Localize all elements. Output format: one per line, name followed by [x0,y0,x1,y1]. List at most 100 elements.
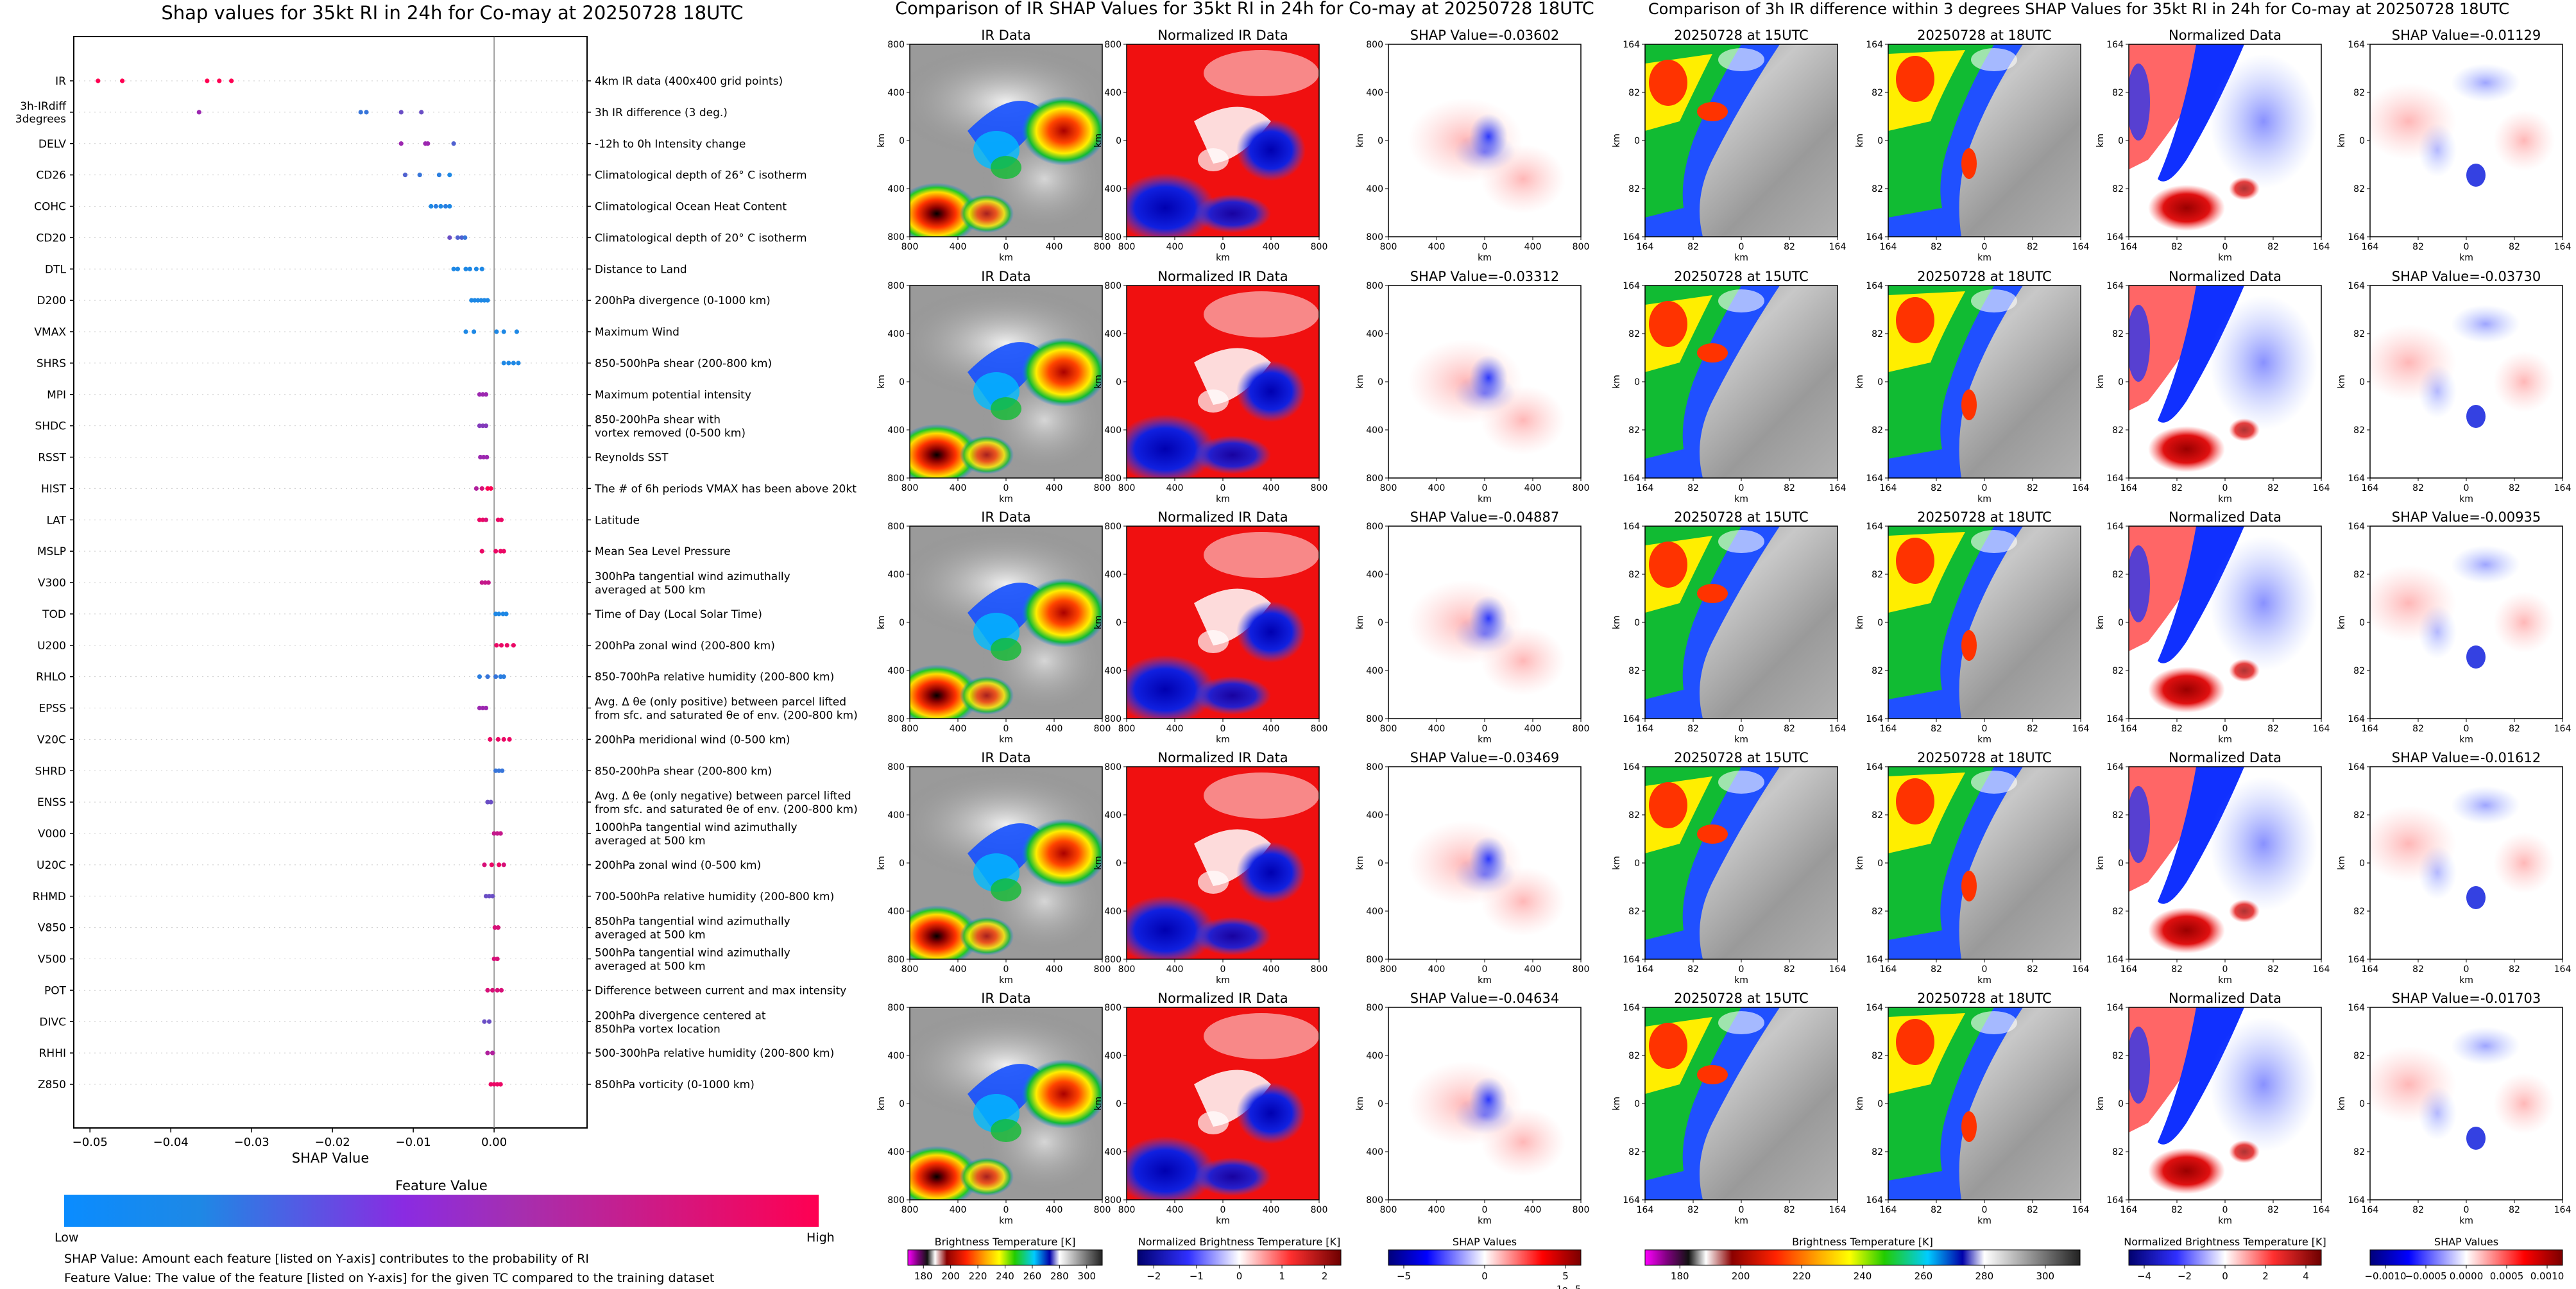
panel-y-tick-label: 82 [1628,1051,1640,1061]
feature-description-label: 700-500hPa relative humidity (200-800 km… [595,891,834,903]
panel-image [1888,526,2081,719]
image-panel: 20250728 at 18UTC1641648282008282164164k… [1855,750,2089,986]
panel-title: Normalized IR Data [1157,269,1288,284]
shap-point [398,141,404,146]
shap-point [436,173,442,178]
shap-point [490,1050,495,1055]
panel-x-tick-label: 82 [1931,483,1942,493]
panel-y-tick-label: 400 [1366,1051,1383,1061]
shap-point [229,78,234,83]
panel-ylabel: km [876,856,887,870]
panel-y-tick-label: 0 [2359,1099,2365,1109]
panel-x-tick-label: 164 [2362,724,2379,734]
colorbar-tick-label: 5 [1562,1270,1569,1282]
shap-point [480,423,486,429]
feature-name-label: U200 [37,640,66,653]
panel-x-tick-label: 82 [2412,1205,2424,1215]
feature-name-label: VMAX [34,326,66,339]
image-panel: SHAP Value=-0.01129164164828200828216416… [2337,28,2571,263]
panel-x-tick-label: 400 [1524,483,1542,493]
image-panel: Normalized Data1641648282008282164164kmk… [2095,991,2330,1226]
shap-point [495,925,501,930]
shap-point [495,737,501,742]
shap-point [479,486,484,491]
panel-ylabel: km [2095,375,2106,389]
feature-name-label: V000 [38,828,66,841]
panel-y-tick-label: 0 [1116,1099,1122,1109]
x-tick-label: 0.00 [481,1136,507,1149]
panel-y-tick-label: 800 [1104,522,1122,532]
image-panel: Normalized Data1641648282008282164164kmk… [2095,269,2330,504]
shap-point [483,423,489,429]
feature-name-label: DTL [45,263,66,276]
panel-image [1888,44,2081,237]
panel-y-tick-label: 800 [1366,762,1383,773]
feature-description-label: 1000hPa tangential wind azimuthally avera… [595,821,798,848]
panel-x-tick-label: 164 [2362,242,2379,252]
panel-image [1645,286,1838,478]
panel-x-tick-label: 800 [1573,724,1590,734]
panel-y-tick-label: 164 [2348,474,2365,484]
shap-point [477,705,482,711]
image-panel: SHAP Value=-0.03469800800400400004004008… [1355,750,1589,986]
panel-title: SHAP Value=-0.04887 [1410,509,1560,525]
panel-y-tick-label: 800 [1104,1195,1122,1206]
panel-image [1888,286,2081,478]
panel-x-tick-label: 800 [901,483,919,493]
shap-point [96,78,101,83]
colorbar: SHAP Values −5 0 5 1e−5 [1388,1236,1582,1289]
panel-y-tick-label: 164 [2348,40,2365,50]
shap-point [500,768,505,773]
panel-y-tick-label: 0 [1116,136,1122,146]
panel-y-tick-label: 164 [2106,762,2124,773]
panel-x-tick-label: 82 [2027,242,2038,252]
panel-x-tick-label: 0 [1003,1205,1009,1215]
panel-x-tick-label: 0 [1003,724,1009,734]
panel-x-tick-label: 82 [2509,483,2520,493]
shap-point [500,611,506,617]
panel-xlabel: km [1216,735,1230,745]
shap-point [205,78,210,83]
panel-x-tick-label: 400 [1263,964,1280,975]
panel-y-tick-label: 164 [2348,232,2365,243]
panel-x-tick-label: 800 [1311,964,1328,975]
shap-point [491,1082,497,1087]
colorbar-high-label: High [806,1231,835,1245]
panel-x-tick-label: 0 [2464,242,2469,252]
feature-name-label: IR [55,75,66,88]
panel-image [2129,44,2321,237]
panel-x-tick-label: 800 [901,1205,919,1215]
shap-point [485,987,490,993]
feature-description-label: Mean Sea Level Pressure [595,545,731,558]
panel-title: SHAP Value=-0.03730 [2392,269,2541,284]
panel-x-tick-label: 800 [1311,724,1328,734]
panel-x-tick-label: 164 [1637,242,1654,252]
colorbar-tick-label: 4 [2303,1270,2309,1282]
panel-x-tick-label: 800 [1094,964,1111,975]
panel-x-tick-label: 82 [1931,964,1942,975]
panel-y-tick-label: 800 [1366,40,1383,50]
panel-ylabel: km [1093,615,1104,629]
feature-name-label: V850 [38,922,66,935]
panel-title: IR Data [981,269,1031,284]
shap-point [498,831,503,836]
panel-x-tick-label: 164 [1637,483,1654,493]
panel-title: Normalized IR Data [1157,750,1288,765]
panel-image [1127,44,1319,237]
panel-x-tick-label: 82 [2412,483,2424,493]
panel-image [2129,526,2321,719]
panel-image [2370,1007,2563,1200]
panel-y-tick-label: 164 [1866,522,1883,532]
panel-y-tick-label: 800 [1104,1003,1122,1013]
panel-x-tick-label: 82 [1784,483,1795,493]
shap-point [495,831,500,836]
feature-description-label: Avg. Δ θe (only positive) between parcel… [595,696,858,722]
colorbar-label: Brightness Temperature [K] [1792,1236,1933,1248]
panel-y-tick-label: 164 [1623,1003,1640,1013]
panel-y-tick-label: 164 [2106,40,2124,50]
feature-name-label: SHRD [35,765,66,778]
panel-x-tick-label: 164 [1829,724,1847,734]
